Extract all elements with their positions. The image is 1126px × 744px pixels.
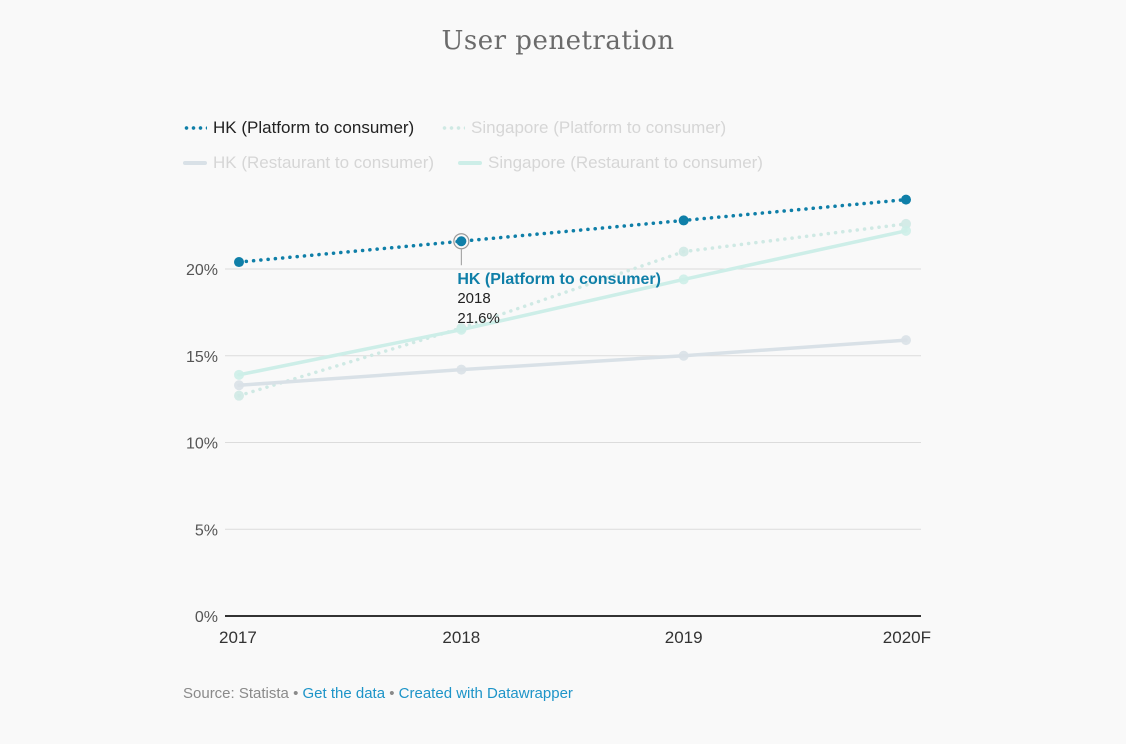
x-tick-label: 2018 (442, 628, 480, 647)
y-tick-label: 20% (186, 262, 218, 279)
data-point[interactable] (456, 324, 467, 335)
legend-dotted-key-icon (441, 125, 465, 131)
x-axis-labels: 2017 2018 2019 2020F (219, 628, 931, 647)
series-line-2 (237, 338, 908, 387)
x-tick-label: 2020F (883, 628, 931, 647)
x-tick-label: 2019 (665, 628, 703, 647)
data-point[interactable] (234, 369, 244, 380)
footer: Source: Statista • Get the data • Create… (183, 685, 573, 702)
y-tick-label: 0% (195, 609, 218, 626)
legend-label: Singapore (Restaurant to consumer) (488, 153, 763, 172)
separator: • (293, 685, 299, 702)
data-point[interactable] (901, 194, 911, 205)
source-text: Source: Statista (183, 685, 289, 702)
legend-solid-key-icon (183, 161, 207, 165)
legend-item-singapore-restaurant[interactable]: Singapore (Restaurant to consumer) (458, 153, 763, 173)
data-point[interactable] (456, 236, 467, 247)
get-the-data-link[interactable]: Get the data (302, 685, 386, 702)
series-lines (234, 194, 911, 401)
x-tick-label: 2017 (219, 628, 257, 647)
data-point[interactable] (234, 257, 244, 268)
legend-item-hk-restaurant[interactable]: HK (Restaurant to consumer) (183, 153, 434, 173)
y-tick-label: 15% (186, 349, 218, 366)
tooltip-highlight-ring (453, 233, 470, 250)
data-point[interactable] (678, 350, 689, 361)
data-point[interactable] (901, 218, 911, 229)
legend-item-hk-platform[interactable]: HK (Platform to consumer) (183, 118, 414, 138)
data-point[interactable] (678, 274, 689, 285)
tooltip-series: HK (Platform to consumer) (457, 271, 661, 288)
y-tick-label: 10% (186, 436, 218, 453)
series-line-1 (237, 222, 908, 398)
data-point[interactable] (678, 246, 689, 257)
y-tick-label: 5% (195, 522, 218, 539)
tooltip-value: 21.6% (457, 310, 500, 327)
series-line-3 (237, 229, 908, 377)
data-point[interactable] (234, 390, 244, 401)
legend-dotted-key-icon (183, 125, 207, 131)
legend-item-singapore-platform[interactable]: Singapore (Platform to consumer) (441, 118, 726, 138)
data-point[interactable] (901, 225, 911, 236)
series-line-0 (237, 197, 908, 264)
legend-label: HK (Restaurant to consumer) (213, 153, 435, 172)
chart-title: User penetration (441, 26, 675, 56)
data-point[interactable] (678, 215, 689, 226)
legend-solid-key-icon (458, 161, 482, 165)
separator: • (389, 685, 395, 702)
created-with-datawrapper-link[interactable]: Created with Datawrapper (398, 685, 573, 702)
data-point[interactable] (456, 364, 467, 375)
tooltip-x: 2018 (457, 290, 490, 307)
gridlines: 0% 5% 10% 15% 20% (186, 262, 921, 626)
tooltip: HK (Platform to consumer) 2018 21.6% (457, 249, 661, 327)
legend-label: Singapore (Platform to consumer) (471, 118, 727, 137)
data-point[interactable] (901, 335, 911, 346)
data-point[interactable] (234, 380, 244, 391)
legend-label: HK (Platform to consumer) (213, 118, 415, 137)
